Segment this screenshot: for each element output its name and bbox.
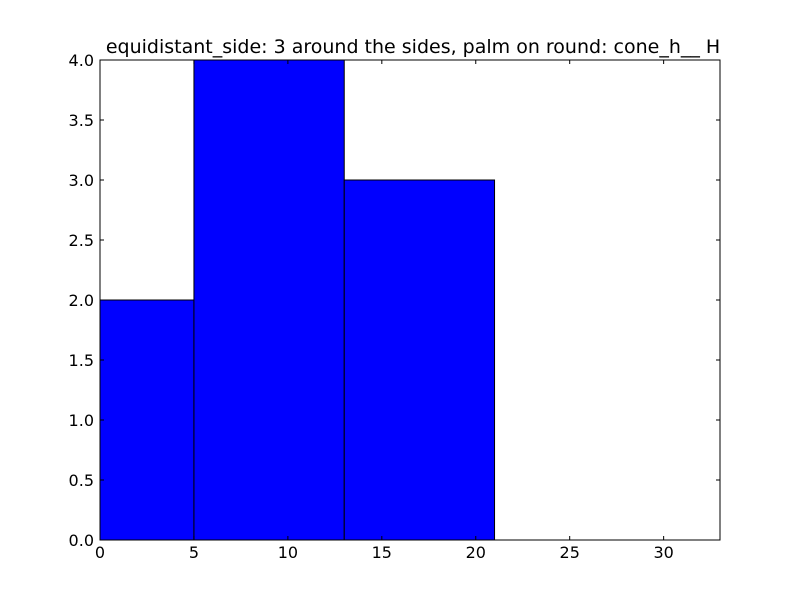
y-tick-label-1: 0.5 xyxy=(69,471,94,490)
histogram-bar-1 xyxy=(99,299,195,541)
y-tick-label-7: 3.5 xyxy=(69,111,94,130)
y-tick-label-2: 1.0 xyxy=(69,411,94,430)
y-tick-label-0: 0.0 xyxy=(69,531,94,550)
bars-group xyxy=(99,59,496,541)
x-tick-label-3: 15 xyxy=(372,543,392,562)
y-tick-label-3: 1.5 xyxy=(69,351,94,370)
x-tick-label-4: 20 xyxy=(466,543,486,562)
x-tick-label-0: 0 xyxy=(95,543,105,562)
y-tick-label-4: 2.0 xyxy=(69,291,94,310)
y-tick-label-5: 2.5 xyxy=(69,231,94,250)
histogram-bar-2 xyxy=(193,59,345,541)
x-tick-label-6: 30 xyxy=(653,543,673,562)
ticks-group: 0 5 10 15 20 25 30 0.0 0.5 1.0 1.5 2.0 2.5 3.0 3.5 4.0 xyxy=(69,51,720,562)
y-tick-label-8: 4.0 xyxy=(69,51,94,70)
x-tick-label-5: 25 xyxy=(560,543,580,562)
plot-frame xyxy=(99,59,721,541)
x-tick-label-1: 5 xyxy=(189,543,199,562)
x-tick-label-2: 10 xyxy=(278,543,298,562)
histogram-bar-3 xyxy=(343,179,496,541)
chart-title: equidistant_side: 3 around the sides, pa… xyxy=(106,36,720,58)
y-tick-label-6: 3.0 xyxy=(69,171,94,190)
